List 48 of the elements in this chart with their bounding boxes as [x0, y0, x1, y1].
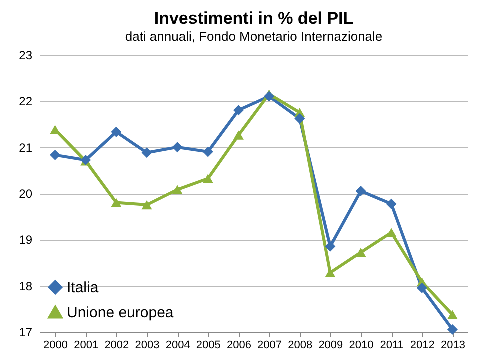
x-tick-label: 2008 — [288, 340, 313, 352]
point — [172, 142, 183, 153]
x-tick-label: 2002 — [104, 340, 130, 352]
point — [111, 198, 122, 208]
x-tick-label: 2005 — [196, 340, 221, 352]
point — [172, 185, 183, 194]
legend-label: Unione europea — [67, 304, 174, 322]
point — [264, 91, 275, 102]
x-tick-label: 2004 — [166, 340, 190, 352]
x-tick-label: 2011 — [380, 340, 404, 352]
point — [50, 150, 61, 160]
x-tick-label: 2010 — [349, 340, 374, 352]
y-tick-label: 20 — [19, 187, 33, 201]
point — [142, 148, 152, 158]
point — [294, 113, 306, 124]
legend-label: Italia — [67, 280, 100, 296]
y-tick-label: 23 — [19, 48, 33, 62]
x-tick-label: 2009 — [318, 340, 344, 352]
x-tick-label: 2003 — [135, 340, 160, 352]
y-tick-label: 19 — [19, 233, 33, 248]
x-tick-label: 2000 — [44, 340, 68, 352]
point — [142, 200, 152, 210]
point — [50, 125, 61, 134]
point — [447, 324, 458, 335]
point — [356, 186, 366, 196]
x-tick-label: 2013 — [440, 340, 466, 352]
y-tick-label: 22 — [19, 94, 33, 109]
point — [111, 126, 122, 138]
point — [325, 268, 336, 278]
point — [325, 241, 336, 252]
x-tick-label: 2001 — [74, 340, 99, 352]
point — [233, 105, 244, 116]
point — [386, 228, 397, 238]
chart-title: Investimenti in % del PIL — [154, 9, 354, 28]
point — [202, 146, 214, 158]
y-tick-label: 17 — [19, 326, 33, 340]
x-tick-label: 2012 — [410, 340, 435, 352]
point — [447, 310, 458, 320]
point — [386, 198, 397, 210]
point — [356, 248, 366, 258]
chart-subtitle: dati annuali, Fondo Monetario Internazionale — [125, 29, 383, 44]
point — [233, 130, 244, 140]
x-tick-label: 2007 — [258, 340, 282, 352]
y-tick-label: 18 — [19, 279, 33, 294]
point — [416, 282, 428, 294]
point — [202, 174, 214, 184]
y-tick-label: 21 — [19, 140, 33, 155]
x-tick-label: 2006 — [226, 340, 252, 352]
